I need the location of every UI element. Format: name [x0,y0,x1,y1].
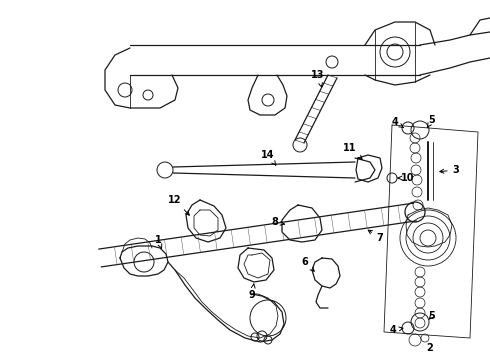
Text: 3: 3 [440,165,460,175]
Text: 6: 6 [302,257,314,271]
Text: 7: 7 [368,230,383,243]
Text: 14: 14 [261,150,276,165]
Text: 12: 12 [168,195,189,215]
Text: 2: 2 [427,343,433,353]
Text: 11: 11 [343,143,362,159]
Text: 10: 10 [398,173,415,183]
Text: 13: 13 [311,70,325,87]
Text: 9: 9 [248,284,255,300]
Text: 5: 5 [429,311,436,321]
Circle shape [390,176,394,180]
Text: 5: 5 [427,115,436,128]
Text: 8: 8 [271,217,284,227]
Text: 4: 4 [390,325,403,335]
Text: 1: 1 [155,235,162,248]
Text: 4: 4 [392,117,404,128]
